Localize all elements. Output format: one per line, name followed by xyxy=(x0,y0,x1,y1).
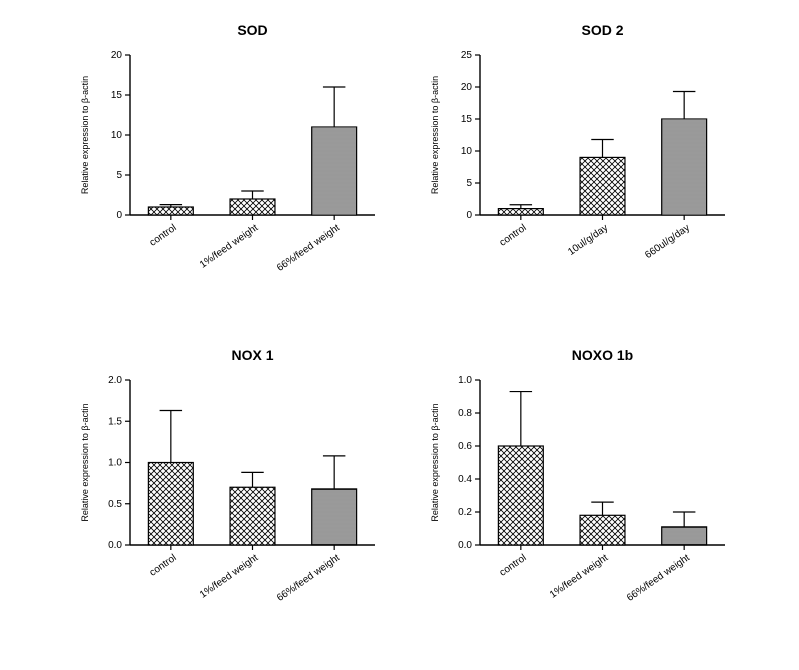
y-tick-label: 20 xyxy=(111,50,123,61)
chart-panel-nox1: NOX 1 0.0 0.5 1.0 1.5 2.0 Relative expression … xyxy=(70,345,390,635)
y-tick-label: 10 xyxy=(111,130,123,141)
chart-title: SOD 2 xyxy=(581,22,623,38)
x-tick-label: control xyxy=(498,222,529,248)
x-tick-label: 10ul/g/day xyxy=(566,222,610,257)
y-tick-label: 1.5 xyxy=(108,416,122,427)
y-axis-label: Relative expression to β-actin xyxy=(80,76,90,194)
y-tick-label: 5 xyxy=(466,178,472,189)
bars xyxy=(148,411,356,545)
bar xyxy=(662,527,707,545)
bar xyxy=(148,463,193,546)
y-tick-label: 1.0 xyxy=(458,375,472,386)
chart-title: NOXO 1b xyxy=(572,347,633,363)
y-axis-label: Relative expression to β-actin xyxy=(430,76,440,194)
y-tick-label: 5 xyxy=(116,170,122,181)
bars xyxy=(498,392,706,545)
bars xyxy=(498,91,706,215)
figure: SOD 0 5 10 15 20 Relative expression to β-acti… xyxy=(0,0,799,670)
y-tick-label: 25 xyxy=(461,50,473,61)
y-tick-label: 0 xyxy=(466,210,472,221)
y-tick-label: 0.5 xyxy=(108,499,122,510)
bar xyxy=(230,487,275,545)
y-axis-label: Relative expression to β-actin xyxy=(430,403,440,521)
x-tick-label: 1%/feed weight xyxy=(548,552,611,600)
x-tick-label: 66%/feed weight xyxy=(275,222,342,274)
chart-panel-sod: SOD 0 5 10 15 20 Relative expression to β-acti… xyxy=(70,20,390,290)
x-tick-label: 1%/feed weight xyxy=(198,552,261,600)
y-tick-label: 2.0 xyxy=(108,375,122,386)
x-tick-label: control xyxy=(148,552,179,578)
bar xyxy=(498,446,543,545)
y-tick-label: 0.4 xyxy=(458,474,472,485)
x-tick-label: control xyxy=(148,222,179,248)
y-tick-label: 15 xyxy=(461,114,473,125)
bar xyxy=(148,207,193,215)
x-tick-label: 66%/feed weight xyxy=(275,552,342,604)
bar xyxy=(312,127,357,215)
x-tick-label: 1%/feed weight xyxy=(198,222,261,270)
y-tick-label: 1.0 xyxy=(108,458,122,469)
bar xyxy=(662,119,707,215)
y-tick-label: 0.6 xyxy=(458,441,472,452)
bar xyxy=(498,209,543,215)
y-tick-label: 10 xyxy=(461,146,473,157)
x-tick-label: 660ul/g/day xyxy=(643,222,692,261)
y-tick-label: 0.8 xyxy=(458,408,472,419)
bars xyxy=(148,87,356,215)
y-tick-label: 0.0 xyxy=(108,540,122,551)
bar xyxy=(580,157,625,215)
x-tick-label: control xyxy=(498,552,529,578)
y-axis-label: Relative expression to β-actin xyxy=(80,403,90,521)
bar xyxy=(230,199,275,215)
y-tick-label: 0 xyxy=(116,210,122,221)
x-tick-label: 66%/feed weight xyxy=(625,552,692,604)
bar xyxy=(580,515,625,545)
chart-title: NOX 1 xyxy=(231,347,273,363)
bar xyxy=(312,489,357,545)
chart-title: SOD xyxy=(237,22,267,38)
y-tick-label: 20 xyxy=(461,82,473,93)
chart-panel-noxo1b: NOXO 1b 0.0 0.2 0.4 0.6 0.8 1.0 Relative expres… xyxy=(420,345,740,635)
chart-panel-sod2: SOD 2 0 5 10 15 20 25 Relative expression to β-… xyxy=(420,20,740,290)
y-tick-label: 0.2 xyxy=(458,507,472,518)
y-tick-label: 15 xyxy=(111,90,123,101)
y-tick-label: 0.0 xyxy=(458,540,472,551)
